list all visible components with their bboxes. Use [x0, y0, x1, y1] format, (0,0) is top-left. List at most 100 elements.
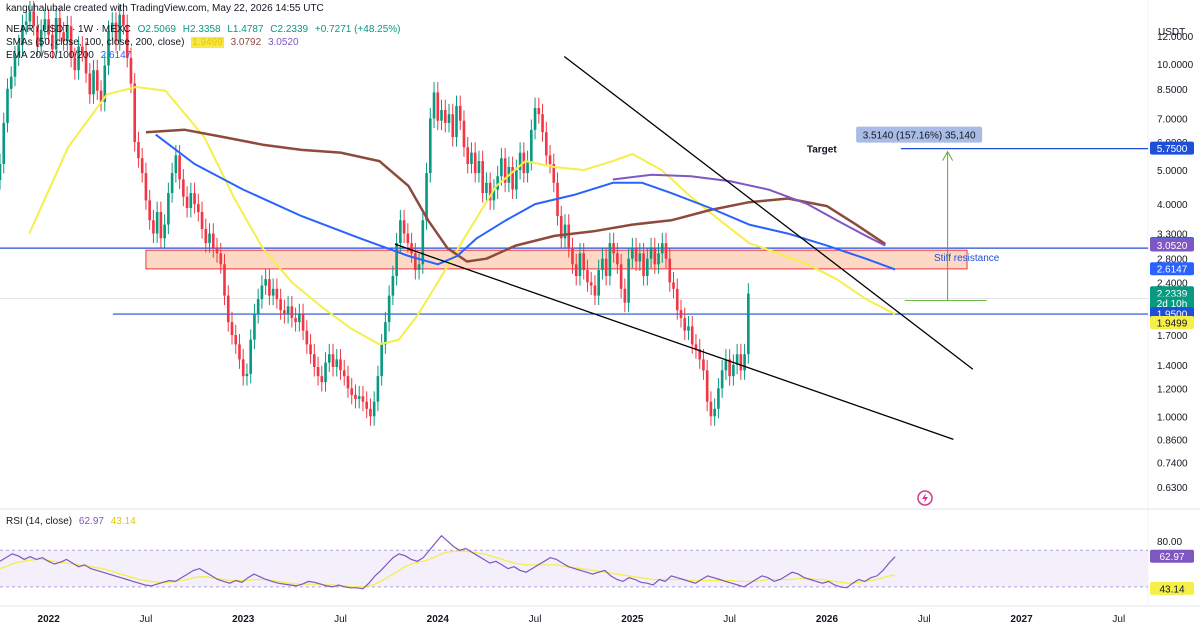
candle-body: [623, 288, 627, 303]
candle-body: [470, 152, 473, 164]
candle-body: [286, 306, 290, 315]
candle-body: [298, 314, 301, 323]
candle-body: [28, 11, 32, 22]
sma200-line: [612, 173, 886, 247]
candle-body: [294, 318, 297, 323]
time-axis-label: 2023: [232, 614, 255, 625]
candle-body: [200, 211, 204, 230]
candle-body: [197, 204, 200, 212]
chart-credit: kanguhalubale created with TradingView.c…: [6, 3, 324, 14]
candle-body: [372, 401, 376, 417]
price-tag: [1150, 315, 1194, 329]
price-tick-label: 10.0000: [1157, 60, 1194, 71]
candle-body: [118, 14, 122, 42]
candle-body: [107, 31, 110, 66]
candle-body: [178, 155, 181, 180]
candle-body: [488, 182, 492, 201]
candle-body: [631, 248, 634, 259]
rsi-ma-line: [0, 550, 896, 588]
candle-body: [477, 161, 481, 174]
candle-body: [735, 354, 739, 365]
candle-body: [447, 114, 451, 123]
time-axis-label: Jul: [529, 614, 542, 625]
candle-body: [204, 229, 208, 244]
candle-body: [309, 344, 312, 355]
price-tag: [1150, 262, 1194, 276]
candle-body: [148, 200, 151, 221]
candle-body: [174, 155, 178, 174]
time-axis-label: Jul: [140, 614, 153, 625]
candle-body: [455, 105, 458, 138]
candle-body: [732, 364, 735, 377]
candle-body: [582, 253, 586, 271]
candle-body: [140, 158, 144, 174]
price-tick-label: 1.4000: [1157, 361, 1188, 372]
sma-line: SMAs (50, close, 100, close, 200, close)…: [6, 37, 303, 48]
candle-body: [327, 354, 331, 363]
rsi-tag-label: 62.97: [1159, 552, 1184, 563]
candle-body: [485, 182, 488, 194]
candle-body: [234, 335, 238, 345]
candle-body: [144, 173, 148, 201]
ema-label: EMA 20/50/100/200: [6, 50, 94, 61]
candle-body: [653, 248, 657, 265]
candle-body: [2, 122, 6, 164]
candle-body: [417, 264, 421, 271]
candle-body: [462, 120, 466, 148]
ema-line: [155, 133, 896, 271]
rsi-line: [0, 534, 896, 590]
candle-body: [544, 132, 548, 156]
candle-body: [634, 248, 638, 262]
price-tick-label: 1.2000: [1157, 384, 1188, 395]
candle-body: [88, 73, 92, 95]
candle-body: [365, 401, 368, 409]
price-tag-label: 2.2339: [1157, 289, 1188, 300]
candle-body: [440, 109, 443, 121]
candle-body: [675, 288, 679, 311]
candle-body: [709, 401, 713, 417]
candle-body: [0, 163, 2, 181]
candle-body: [58, 18, 62, 33]
candle-body: [548, 155, 552, 164]
candle-body: [563, 224, 567, 239]
measure-box: [856, 126, 983, 143]
candle-body: [77, 46, 80, 71]
price-tick-label: 7.0000: [1157, 115, 1188, 126]
time-axis-label: 2026: [816, 614, 839, 625]
target-arrow-head: [942, 150, 954, 161]
candle-body: [316, 366, 320, 377]
candle-body: [129, 57, 133, 84]
candle-body: [642, 253, 645, 277]
candle-body: [230, 322, 234, 336]
candle-body: [170, 173, 174, 194]
candle-body: [335, 359, 339, 367]
candle-body: [312, 354, 316, 367]
candle-body: [713, 408, 716, 417]
candle-body: [690, 326, 694, 345]
candle-body: [687, 326, 690, 331]
candle-body: [380, 344, 383, 377]
rsi-tick-label: 80.00: [1157, 537, 1182, 548]
candle-body: [133, 83, 137, 143]
ema-line: EMA 20/50/100/200 2.6147: [6, 50, 135, 61]
candle-body: [193, 193, 196, 205]
sma50-value: 1.9499: [191, 37, 224, 48]
candle-body: [350, 388, 354, 395]
candle-body: [152, 220, 155, 234]
ohlc-low: L1.4787: [227, 24, 264, 35]
candle-body: [616, 253, 619, 265]
price-tag: [1150, 296, 1194, 310]
candle-body: [466, 147, 470, 164]
price-tick-label: 2.8000: [1157, 255, 1188, 266]
candle-body: [500, 158, 503, 177]
measure-box-text: 3.5140 (157.16%) 35,140: [863, 131, 976, 142]
ohlc-close: C2.2339: [270, 24, 309, 35]
candle-body: [354, 394, 357, 399]
candle-body: [720, 370, 724, 389]
candle-body: [391, 276, 395, 296]
candle-body: [73, 57, 77, 71]
price-tick-label: 5.0000: [1157, 166, 1188, 177]
time-axis-label: 2024: [427, 614, 450, 625]
candle-body: [672, 282, 675, 289]
